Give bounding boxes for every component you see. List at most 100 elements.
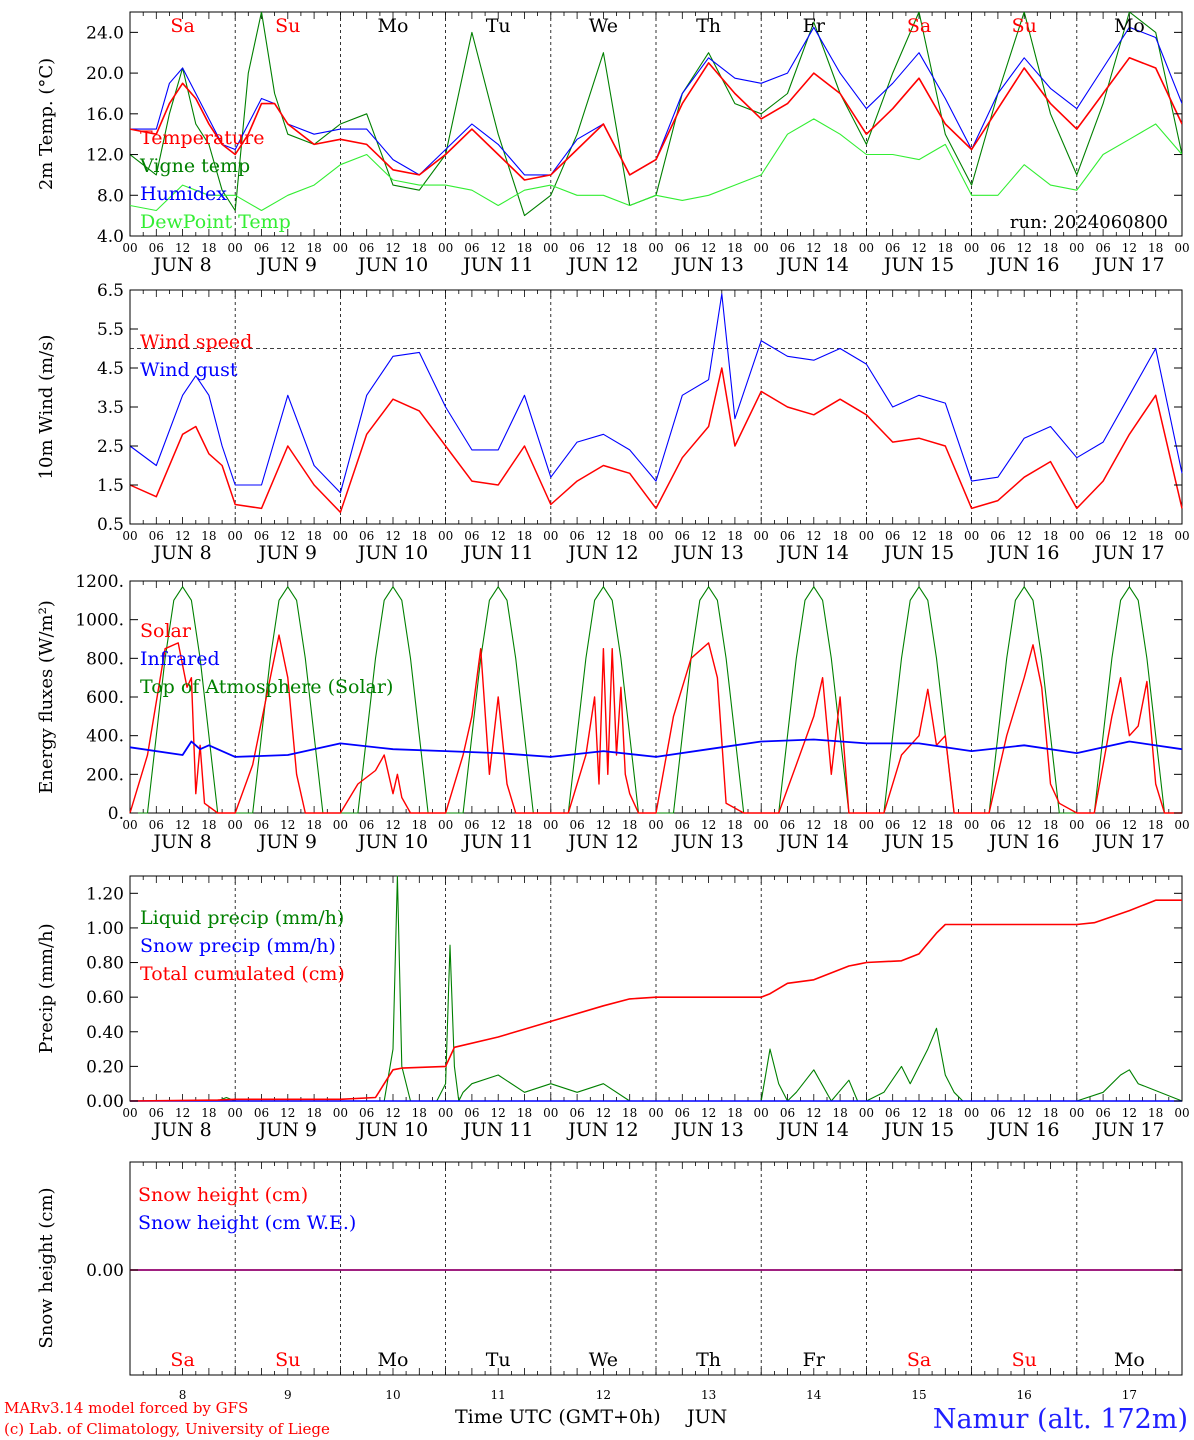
y-tick-label: 5.5: [97, 320, 124, 340]
hour-tick-label: 18: [622, 241, 637, 255]
date-label: JUN 15: [882, 831, 954, 853]
y-tick-label: 0.80: [86, 954, 124, 974]
hour-tick-label: 00: [648, 529, 663, 543]
y-tick-label: 20.0: [86, 64, 124, 84]
hour-tick-label: 12: [280, 529, 295, 543]
hour-tick-label: 18: [517, 818, 532, 832]
weekday-label: Th: [696, 1349, 721, 1371]
hour-tick-label: 06: [780, 529, 795, 543]
hour-tick-label: 18: [727, 241, 742, 255]
hour-tick-label: 18: [1043, 1106, 1058, 1120]
hour-tick-label: 00: [228, 529, 243, 543]
weekday-label: Th: [696, 15, 721, 37]
date-label: JUN 8: [151, 1119, 211, 1141]
hour-tick-label: 00: [1174, 818, 1189, 832]
weekday-label: Fr: [803, 15, 826, 37]
series-vigne-temp: [130, 12, 1182, 217]
hour-tick-label: 00: [754, 529, 769, 543]
day-number-label: 15: [911, 1388, 926, 1402]
station-name: Namur (alt. 172m): [933, 1404, 1188, 1435]
hour-tick-label: 06: [780, 241, 795, 255]
hour-tick-label: 00: [333, 241, 348, 255]
hour-tick-label: 00: [648, 241, 663, 255]
y-tick-label: 1200.: [75, 572, 124, 592]
date-label: JUN 17: [1092, 542, 1164, 564]
hour-tick-label: 18: [412, 1106, 427, 1120]
hour-ticks: [129, 1162, 1183, 1375]
hour-tick-label: 00: [648, 818, 663, 832]
y-tick-label: 0.40: [86, 1023, 124, 1043]
legend-entry: Snow height (cm W.E.): [138, 1212, 356, 1234]
hour-tick-label: 12: [1017, 241, 1032, 255]
hour-tick-label: 18: [727, 818, 742, 832]
hour-tick-label: 00: [543, 1106, 558, 1120]
date-label: JUN 9: [257, 542, 317, 564]
legend-entry: Liquid precip (mm/h): [140, 907, 344, 929]
y-tick-label: 0.00: [86, 1261, 124, 1281]
hour-tick-label: 00: [754, 241, 769, 255]
legend-entry: Solar: [140, 620, 192, 642]
hour-tick-label: 12: [911, 818, 926, 832]
y-axis-title: Snow height (cm): [36, 1187, 57, 1348]
y-tick-label: 400.: [86, 727, 124, 747]
hour-tick-label: 00: [859, 1106, 874, 1120]
hour-tick-label: 12: [1122, 818, 1137, 832]
legend-entry: Snow height (cm): [138, 1184, 308, 1206]
hour-tick-label: 00: [964, 818, 979, 832]
y-tick-label: 12.0: [86, 146, 124, 166]
date-label: JUN 11: [461, 1119, 533, 1141]
weekday-label: We: [589, 1349, 618, 1371]
date-label: JUN 11: [461, 831, 533, 853]
hour-tick-label: 18: [832, 1106, 847, 1120]
hour-tick-label: 00: [333, 1106, 348, 1120]
hour-tick-label: 18: [622, 818, 637, 832]
hour-tick-label: 06: [149, 529, 164, 543]
footer-lab-credit: (c) Lab. of Climatology, University of L…: [4, 1420, 330, 1438]
day-number-label: 8: [179, 1388, 187, 1402]
day-number-label: 17: [1122, 1388, 1137, 1402]
day-number-label: 14: [806, 1388, 822, 1402]
hour-tick-label: 18: [1043, 241, 1058, 255]
hour-ticks: [129, 12, 1183, 236]
hour-tick-label: 00: [333, 818, 348, 832]
hour-tick-label: 00: [122, 529, 137, 543]
hour-tick-label: 18: [517, 529, 532, 543]
y-tick-label: 600.: [86, 688, 124, 708]
hour-tick-label: 06: [464, 241, 479, 255]
hour-tick-label: 18: [938, 1106, 953, 1120]
hour-tick-label: 12: [701, 818, 716, 832]
hour-tick-label: 18: [727, 529, 742, 543]
hour-tick-label: 12: [175, 1106, 190, 1120]
date-label: JUN 12: [566, 1119, 638, 1141]
hour-tick-label: 18: [517, 1106, 532, 1120]
hour-ticks: [129, 290, 1183, 524]
hour-tick-label: 00: [543, 818, 558, 832]
date-label: JUN 15: [882, 1119, 954, 1141]
hour-tick-label: 06: [569, 241, 584, 255]
date-label: JUN 13: [671, 1119, 743, 1141]
hour-tick-label: 06: [149, 1106, 164, 1120]
date-label: JUN 13: [671, 542, 743, 564]
hour-ticks: [129, 876, 1183, 1101]
hour-tick-label: 06: [149, 818, 164, 832]
hour-tick-label: 00: [122, 818, 137, 832]
hour-tick-label: 12: [491, 529, 506, 543]
hour-tick-label: 06: [885, 1106, 900, 1120]
hour-tick-label: 12: [701, 529, 716, 543]
weekday-label: Sa: [907, 15, 931, 37]
hour-tick-label: 18: [938, 818, 953, 832]
hour-tick-label: 12: [911, 529, 926, 543]
hour-tick-label: 06: [359, 241, 374, 255]
hour-tick-label: 06: [569, 529, 584, 543]
hour-tick-label: 00: [859, 818, 874, 832]
weekday-label: Mo: [378, 15, 409, 37]
y-axis-title: Energy fluxes (W/m²): [36, 600, 57, 794]
hour-tick-label: 12: [1017, 1106, 1032, 1120]
date-label: JUN 9: [257, 831, 317, 853]
hour-tick-label: 12: [596, 241, 611, 255]
series-solar: [129, 634, 1182, 814]
hour-tick-label: 12: [491, 1106, 506, 1120]
hour-tick-label: 18: [306, 529, 321, 543]
hour-tick-label: 00: [964, 241, 979, 255]
hour-tick-label: 06: [149, 241, 164, 255]
